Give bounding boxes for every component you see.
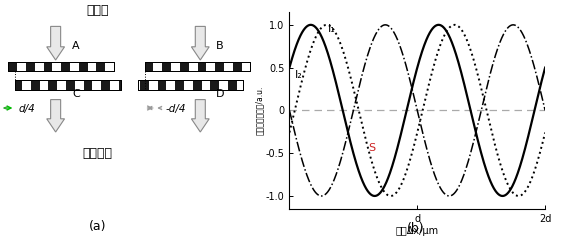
Bar	[119, 80, 121, 90]
Bar	[157, 80, 166, 90]
Text: -d/4: -d/4	[166, 104, 186, 114]
Bar	[140, 80, 149, 90]
Bar	[8, 62, 114, 71]
Bar	[84, 80, 92, 90]
Bar	[101, 80, 110, 90]
Bar	[144, 62, 251, 71]
Bar	[138, 80, 243, 90]
Bar	[210, 80, 219, 90]
Bar	[31, 80, 39, 90]
Bar	[215, 62, 224, 71]
Bar	[61, 62, 70, 71]
Bar	[97, 62, 105, 71]
Polygon shape	[192, 26, 209, 60]
Bar	[162, 62, 171, 71]
X-axis label: 位移Δx/μm: 位移Δx/μm	[396, 226, 439, 236]
Bar	[175, 80, 184, 90]
Bar	[15, 80, 121, 90]
Bar	[15, 80, 121, 90]
Polygon shape	[47, 100, 65, 132]
Bar	[66, 80, 75, 90]
Bar	[144, 62, 251, 71]
Text: S⁤: S⁤	[369, 144, 376, 153]
Bar	[48, 80, 57, 90]
Text: D: D	[216, 89, 224, 99]
Text: d/4: d/4	[18, 104, 35, 114]
Bar	[138, 80, 243, 90]
Bar	[233, 62, 242, 71]
Text: (b): (b)	[407, 222, 425, 235]
Text: I₂: I₂	[294, 70, 302, 80]
Polygon shape	[192, 100, 209, 132]
Bar	[44, 62, 52, 71]
Bar	[15, 80, 22, 90]
Bar	[79, 62, 88, 71]
Text: A: A	[72, 41, 80, 51]
Bar	[197, 62, 206, 71]
Bar	[26, 62, 35, 71]
Bar	[180, 62, 189, 71]
Text: (a): (a)	[89, 220, 106, 233]
Bar	[8, 62, 114, 71]
Text: 莫尔信号: 莫尔信号	[83, 147, 112, 160]
Text: I₁: I₁	[328, 24, 336, 34]
Bar	[228, 80, 237, 90]
Y-axis label: 莫尔光强相对值/a.u.: 莫尔光强相对值/a.u.	[255, 86, 264, 135]
Bar	[144, 62, 153, 71]
Bar	[8, 62, 17, 71]
Text: B: B	[216, 41, 223, 51]
Bar	[193, 80, 202, 90]
Text: 激光束: 激光束	[86, 4, 108, 17]
Polygon shape	[47, 26, 65, 60]
Text: C: C	[72, 89, 80, 99]
